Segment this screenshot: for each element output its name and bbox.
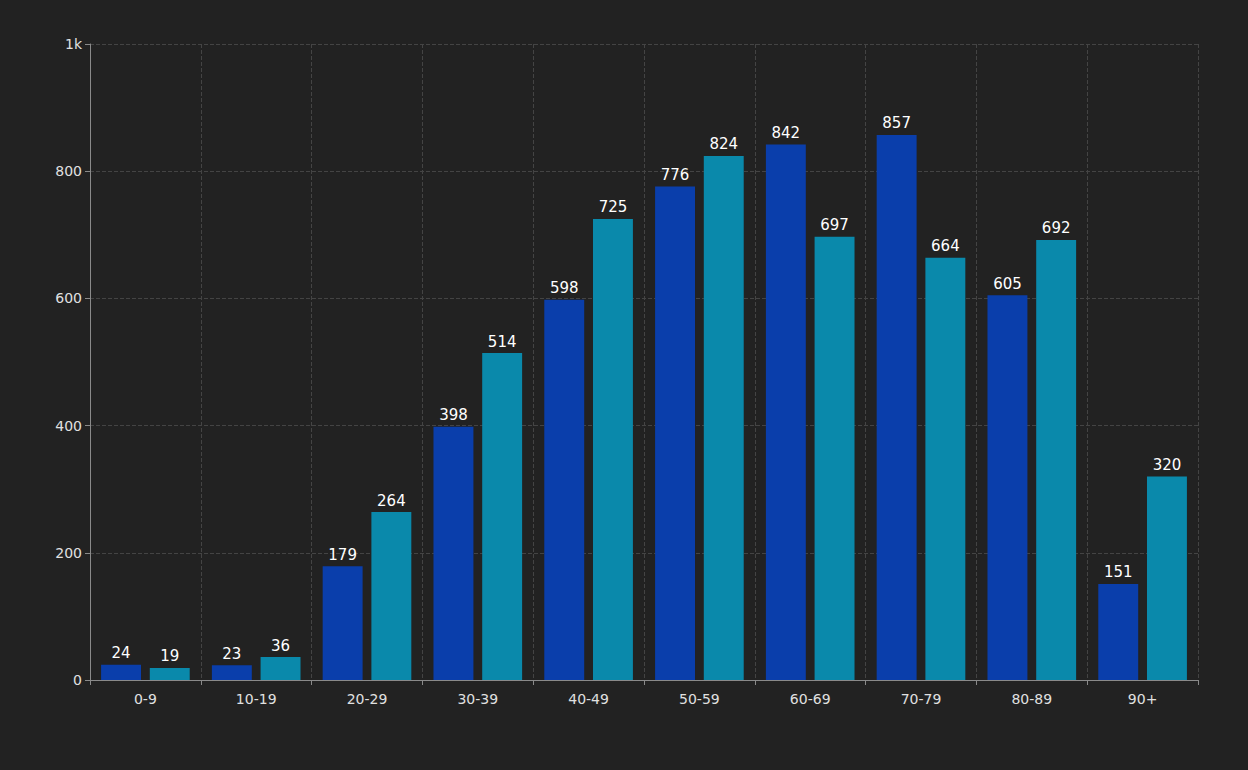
- svg-text:30-39: 30-39: [457, 691, 498, 707]
- svg-text:776: 776: [661, 166, 690, 184]
- svg-text:24: 24: [111, 644, 130, 662]
- svg-text:50-59: 50-59: [679, 691, 720, 707]
- svg-text:857: 857: [882, 114, 911, 132]
- svg-text:725: 725: [599, 198, 628, 216]
- svg-text:1k: 1k: [65, 36, 83, 52]
- svg-text:320: 320: [1153, 456, 1182, 474]
- svg-text:600: 600: [55, 290, 82, 306]
- svg-text:598: 598: [550, 279, 579, 297]
- svg-text:200: 200: [55, 545, 82, 561]
- svg-text:692: 692: [1042, 219, 1071, 237]
- svg-text:697: 697: [820, 216, 849, 234]
- svg-text:605: 605: [993, 275, 1022, 293]
- svg-text:179: 179: [328, 546, 357, 564]
- svg-text:664: 664: [931, 237, 960, 255]
- svg-text:398: 398: [439, 406, 468, 424]
- svg-text:514: 514: [488, 333, 517, 351]
- svg-text:20-29: 20-29: [347, 691, 388, 707]
- svg-text:10-19: 10-19: [236, 691, 277, 707]
- svg-text:400: 400: [55, 418, 82, 434]
- svg-text:90+: 90+: [1128, 691, 1158, 707]
- svg-text:40-49: 40-49: [568, 691, 609, 707]
- svg-text:151: 151: [1104, 563, 1133, 581]
- svg-text:23: 23: [222, 645, 241, 663]
- svg-text:800: 800: [55, 163, 82, 179]
- svg-text:824: 824: [709, 135, 738, 153]
- svg-text:60-69: 60-69: [790, 691, 831, 707]
- svg-text:19: 19: [160, 647, 179, 665]
- svg-text:0: 0: [73, 672, 82, 688]
- svg-text:0-9: 0-9: [134, 691, 157, 707]
- svg-text:264: 264: [377, 492, 406, 510]
- svg-text:842: 842: [772, 124, 801, 142]
- svg-text:80-89: 80-89: [1011, 691, 1052, 707]
- svg-text:70-79: 70-79: [901, 691, 942, 707]
- svg-text:36: 36: [271, 637, 290, 655]
